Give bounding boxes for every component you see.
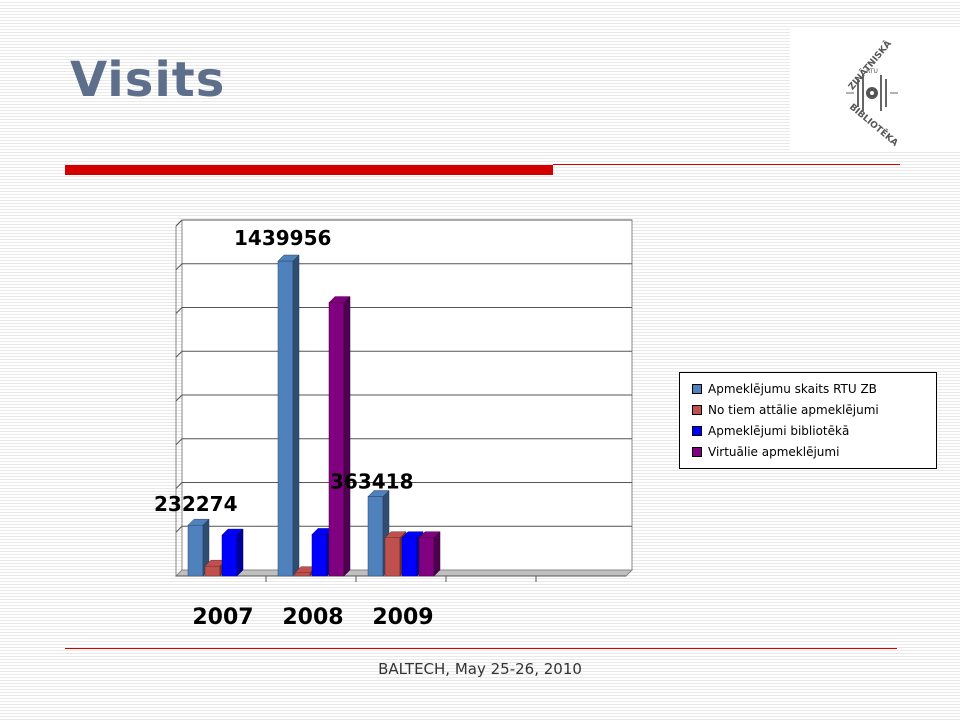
gridline-depth (175, 219, 183, 227)
x-tick-label: 2007 (192, 605, 253, 630)
bar (401, 537, 418, 577)
bar (187, 524, 204, 577)
bar (328, 302, 345, 577)
bar (311, 534, 328, 577)
page-title: Visits (70, 52, 226, 108)
legend-item: Apmeklējumu skaits RTU ZB (692, 378, 936, 399)
legend-swatch (692, 383, 702, 394)
bar-side (292, 254, 300, 577)
bar (384, 537, 401, 577)
legend-swatch (692, 425, 702, 436)
bar (277, 260, 294, 577)
bar (367, 496, 384, 577)
accent-bar (65, 165, 553, 175)
legend-item: Apmeklējumi bibliotēkā (692, 420, 936, 441)
logo-text-center: RTU (866, 68, 878, 75)
accent-line-top (553, 164, 900, 165)
legend-swatch (692, 404, 702, 415)
bar (221, 534, 238, 577)
bar-side (343, 295, 351, 577)
gridline-depth (175, 438, 183, 446)
legend-item: No tiem attālie apmeklējumi (692, 399, 936, 420)
bar-side (433, 531, 441, 577)
chart-legend: Apmeklējumu skaits RTU ZB No tiem attālie… (679, 372, 937, 469)
legend-label: Virtuālie apmeklējumi (708, 444, 840, 459)
bar (294, 572, 311, 577)
legend-label: Apmeklējumu skaits RTU ZB (708, 381, 877, 396)
footer-text: BALTECH, May 25-26, 2010 (378, 660, 582, 678)
data-label: 232274 (154, 492, 238, 516)
bar-side (236, 528, 244, 577)
legend-item: Virtuālie apmeklējumi (692, 441, 936, 462)
data-label: 1439956 (234, 226, 331, 250)
gridline-depth (175, 307, 183, 314)
gridline-depth (175, 394, 183, 402)
accent-line-bottom (65, 648, 897, 649)
data-label: 363418 (330, 470, 414, 494)
legend-label: No tiem attālie apmeklējumi (708, 402, 879, 417)
gridline-depth (175, 525, 183, 533)
bar (204, 565, 221, 577)
legend-label: Apmeklējumi bibliotēkā (708, 423, 850, 438)
legend-swatch (692, 446, 702, 457)
x-tick-label: 2009 (372, 605, 433, 630)
x-tick-label: 2008 (282, 605, 343, 630)
bar (418, 537, 435, 577)
library-logo: ZINĀTNISKĀ RTU BIBLIOTĒKA (790, 27, 960, 151)
gridline-depth (175, 482, 183, 489)
gridline-depth (175, 350, 183, 358)
gridline-depth (175, 263, 183, 271)
